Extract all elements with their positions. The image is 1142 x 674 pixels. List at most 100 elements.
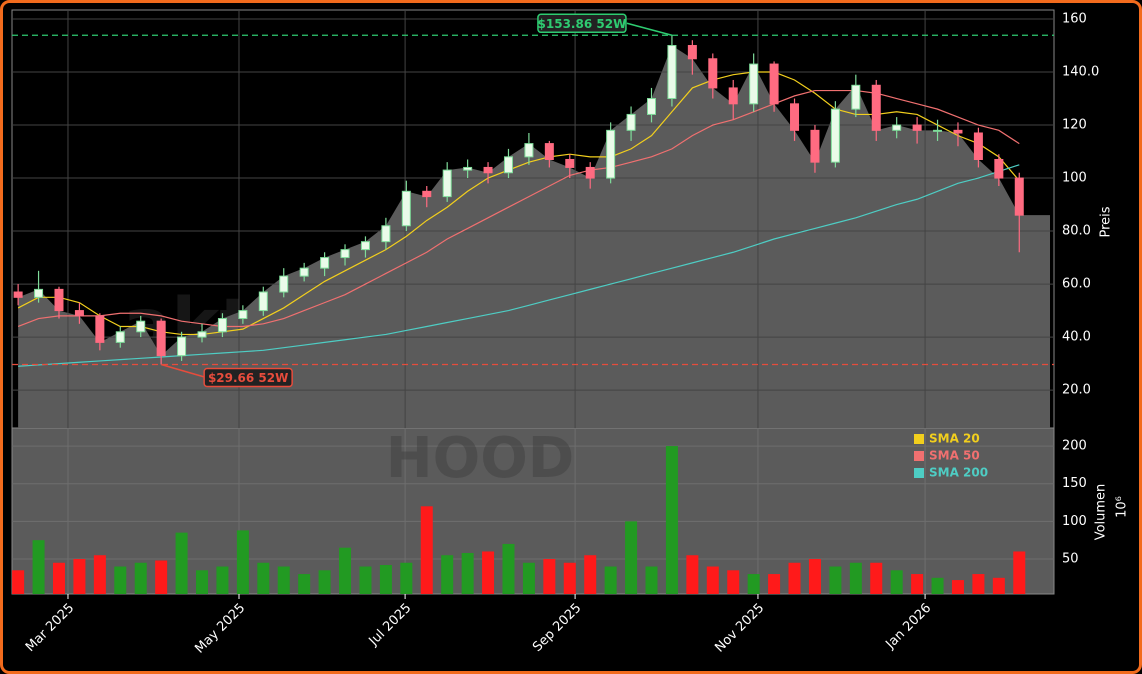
candle-body [606, 129, 616, 179]
y-tick-label: 150 [1062, 476, 1087, 491]
volume-bar [808, 558, 821, 594]
volume-bar [604, 566, 617, 594]
volume-bar [298, 574, 311, 594]
volume-bar [32, 540, 45, 594]
volume-bar [645, 566, 658, 594]
candle-body [912, 124, 922, 131]
scale-label: 10⁶ [1115, 496, 1130, 518]
volume-bar [196, 570, 209, 594]
candle-body [749, 63, 759, 105]
volume-bar [400, 562, 413, 594]
y-tick-label: 80.0 [1062, 224, 1091, 239]
volume-bar [277, 566, 290, 594]
candle-body [258, 291, 268, 312]
candle-body [728, 87, 738, 105]
close-area [18, 45, 1051, 429]
volume-bar [951, 580, 964, 594]
volume-bar [502, 543, 515, 594]
annotation-arrow [626, 22, 673, 37]
volume-bar [461, 552, 474, 594]
legend-swatch [914, 451, 924, 461]
candle-body [667, 45, 677, 100]
candle-body [769, 63, 779, 105]
annotation: $153.86 52W [537, 13, 627, 34]
candle-body [892, 124, 902, 131]
candle-body [585, 166, 595, 179]
volume-bar [114, 566, 127, 594]
volume-bar [768, 574, 781, 594]
candle-body [953, 129, 963, 134]
y-tick-label: 200 [1062, 439, 1087, 454]
volume-bar [257, 562, 270, 594]
volume-bar [931, 577, 944, 594]
candle-body [401, 190, 411, 227]
volume-bar [482, 551, 495, 594]
candle-body [830, 108, 840, 163]
candle-body [197, 331, 207, 338]
candle-body [340, 249, 350, 259]
candle-body [13, 291, 23, 298]
candle-body [320, 257, 330, 269]
candle-body [708, 58, 718, 89]
candle-body [544, 143, 554, 160]
candle-body [994, 158, 1004, 179]
volume-bar [747, 574, 760, 594]
y-tick-label: 60.0 [1062, 277, 1091, 292]
volume-bar [134, 562, 147, 594]
candle-body [973, 132, 983, 160]
annotation-label: $153.86 52W [538, 17, 627, 31]
volume-bar [727, 570, 740, 594]
candle-body [136, 320, 146, 333]
annotation: $29.66 52W [203, 367, 293, 388]
candle-body [299, 267, 309, 277]
candle-body [177, 336, 187, 357]
volume-bar [992, 577, 1005, 594]
volume-bar [829, 566, 842, 594]
volume-bar [706, 566, 719, 594]
volume-bar [543, 558, 556, 594]
sma-line [17, 71, 1020, 336]
candle-body [217, 318, 227, 333]
candle-body [871, 84, 881, 131]
volume-bar [1013, 551, 1026, 594]
y-tick-label: 40.0 [1062, 330, 1091, 345]
volume-bar [93, 555, 106, 594]
candle-body [442, 169, 452, 198]
legend-label: SMA 20 [929, 432, 980, 446]
volume-bar [972, 574, 985, 594]
legend-swatch [914, 468, 924, 478]
volume-bar [563, 562, 576, 594]
candle-body [524, 143, 534, 158]
volume-bar [52, 562, 65, 594]
y-tick-label: 50 [1062, 551, 1079, 566]
legend-label: SMA 50 [929, 449, 980, 463]
candle-body [647, 98, 657, 115]
volume-bar [379, 565, 392, 594]
y-tick-label: 100 [1062, 171, 1087, 186]
candle-body [156, 320, 166, 357]
candle-body [933, 129, 943, 132]
candle-body [54, 288, 64, 312]
candle-body [851, 84, 861, 110]
volume-bar [73, 558, 86, 594]
candle-body [381, 225, 391, 243]
volume-bar [420, 506, 433, 594]
volume-bar [359, 566, 372, 594]
volume-bar [441, 555, 454, 594]
candle-body [626, 113, 636, 131]
y-tick-label: 160 [1062, 12, 1087, 27]
candle-body [95, 315, 105, 343]
candle-body [483, 166, 493, 174]
volume-bar [849, 562, 862, 594]
legend-swatch [914, 434, 924, 444]
candle-body [360, 241, 370, 251]
candle-body [34, 288, 44, 298]
annotation-box [537, 13, 627, 34]
candle-body [565, 158, 575, 168]
annotation-box [203, 367, 293, 388]
y-tick-label: 140.0 [1062, 65, 1099, 80]
candle-body [238, 310, 248, 320]
candle-body [810, 129, 820, 163]
candle-body [503, 156, 513, 174]
